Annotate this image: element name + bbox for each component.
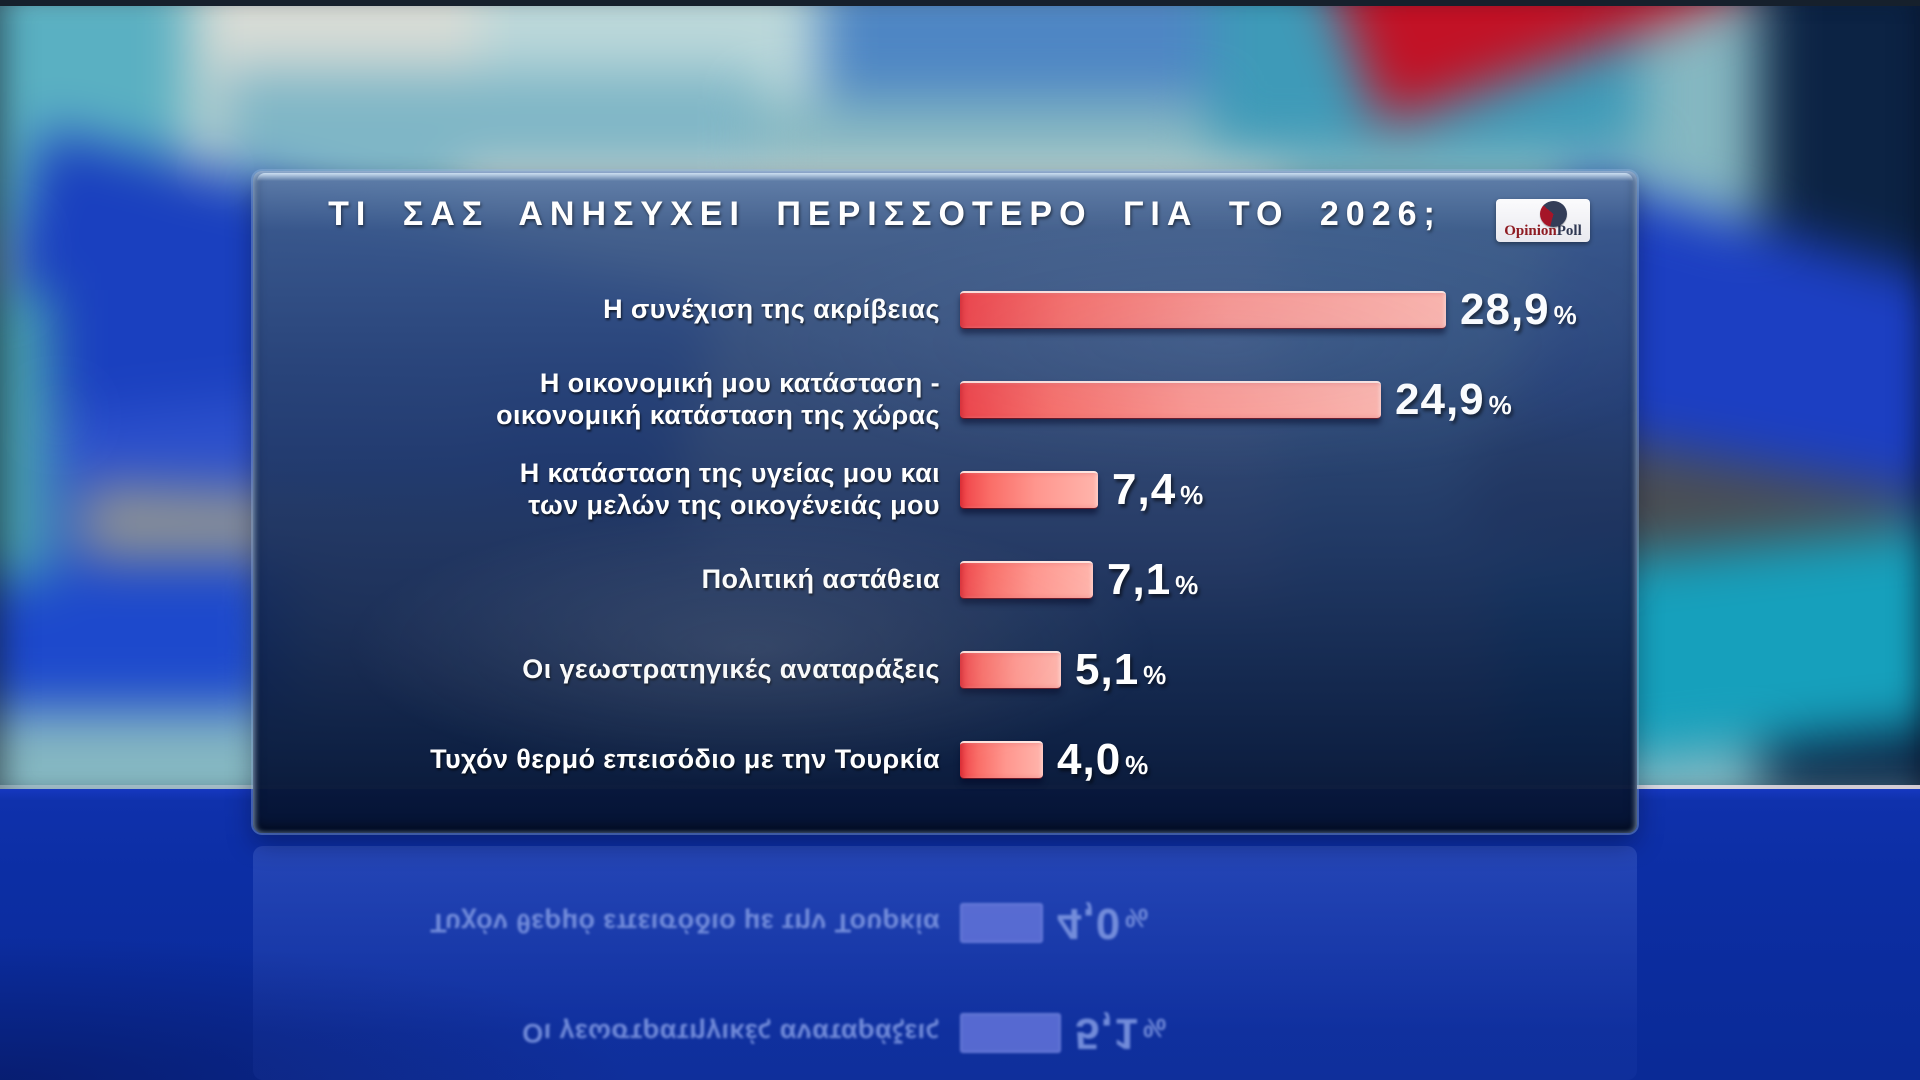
poll-value: 28,9% bbox=[1460, 285, 1577, 335]
poll-value: 5,1% bbox=[1075, 1008, 1166, 1058]
poll-row-label: Η κατάσταση της υγείας μου και των μελών… bbox=[519, 458, 940, 520]
poll-bar bbox=[960, 1013, 1061, 1053]
poll-value-number: 5,1 bbox=[1075, 1009, 1140, 1058]
poll-value-number: 7,1 bbox=[1107, 555, 1172, 604]
poll-row: Η συνέχιση της ακρίβειας 28,9% bbox=[271, 265, 1619, 355]
poll-row-label: Πολιτική αστάθεια bbox=[701, 564, 940, 595]
poll-row-label: Οι γεωστρατηγικές αναταράξεις bbox=[522, 654, 940, 685]
poll-value: 7,1% bbox=[1107, 555, 1198, 605]
poll-bar bbox=[960, 741, 1043, 779]
poll-value-number: 5,1 bbox=[1075, 645, 1140, 694]
poll-rows: Η συνέχιση της ακρίβειας 28,9% Η οικονομικ… bbox=[271, 265, 1619, 805]
poll-row-label: Τυχόν θερμό επεισόδιο με την Τουρκία bbox=[430, 744, 940, 775]
poll-bar bbox=[960, 381, 1381, 419]
poll-row-label: Τυχόν θερμό επεισόδιο με την Τουρκία bbox=[430, 908, 940, 939]
poll-row: Τυχόν θερμό επεισόδιο με την Τουρκία 4,0% bbox=[271, 715, 1619, 805]
pie-chart-icon bbox=[1540, 201, 1567, 227]
poll-row-label: Η οικονομική μου κατάσταση - οικονομική … bbox=[496, 368, 940, 430]
percent-sign: % bbox=[1553, 300, 1577, 330]
percent-sign: % bbox=[1125, 750, 1149, 780]
poll-bar bbox=[960, 651, 1061, 689]
poll-bar bbox=[960, 291, 1446, 329]
poll-value: 7,4% bbox=[1112, 465, 1203, 515]
panel-reflection: Τυχόν θερμό επεισόδιο με την Τουρκία 4,0%… bbox=[253, 846, 1637, 1080]
poll-panel: ΤΙ ΣΑΣ ΑΝΗΣΥΧΕΙ ΠΕΡΙΣΣΟΤΕΡΟ ΓΙΑ ΤΟ 2026;… bbox=[253, 171, 1637, 833]
logo-text-poll: Poll bbox=[1556, 223, 1582, 239]
reflected-poll-row: Οι γεωστρατηγικές αναταράξεις 5,1% bbox=[271, 988, 1619, 1078]
poll-bar bbox=[960, 471, 1098, 509]
top-edge-strip bbox=[0, 0, 1920, 6]
percent-sign: % bbox=[1175, 570, 1199, 600]
poll-row: Η οικονομική μου κατάσταση - οικονομική … bbox=[271, 355, 1619, 445]
reflected-poll-row: Τυχόν θερμό επεισόδιο με την Τουρκία 4,0% bbox=[271, 878, 1619, 968]
logo-wordmark: OpinionPoll bbox=[1504, 224, 1582, 239]
poll-row: Οι γεωστρατηγικές αναταράξεις 5,1% bbox=[271, 625, 1619, 715]
percent-sign: % bbox=[1125, 903, 1149, 933]
poll-value-number: 24,9 bbox=[1395, 375, 1485, 424]
poll-value: 5,1% bbox=[1075, 645, 1166, 695]
opinionpoll-logo: OpinionPoll bbox=[1496, 199, 1590, 242]
poll-value-number: 28,9 bbox=[1460, 285, 1550, 334]
percent-sign: % bbox=[1180, 480, 1204, 510]
percent-sign: % bbox=[1143, 1013, 1167, 1043]
logo-text-opinion: Opinion bbox=[1504, 223, 1557, 239]
poll-value-number: 4,0 bbox=[1057, 899, 1122, 948]
poll-value-number: 4,0 bbox=[1057, 735, 1122, 784]
poll-row-label: Οι γεωστρατηγικές αναταράξεις bbox=[522, 1018, 940, 1049]
poll-row: Η κατάσταση της υγείας μου και των μελών… bbox=[271, 445, 1619, 535]
poll-value: 24,9% bbox=[1395, 375, 1512, 425]
poll-bar bbox=[960, 903, 1043, 943]
poll-value-number: 7,4 bbox=[1112, 465, 1177, 514]
percent-sign: % bbox=[1488, 390, 1512, 420]
poll-value: 4,0% bbox=[1057, 735, 1148, 785]
poll-bar bbox=[960, 561, 1093, 599]
poll-title: ΤΙ ΣΑΣ ΑΝΗΣΥΧΕΙ ΠΕΡΙΣΣΟΤΕΡΟ ΓΙΑ ΤΟ 2026; bbox=[328, 195, 1442, 233]
poll-row: Πολιτική αστάθεια 7,1% bbox=[271, 535, 1619, 625]
poll-row-label: Η συνέχιση της ακρίβειας bbox=[603, 294, 940, 325]
poll-value: 4,0% bbox=[1057, 898, 1148, 948]
percent-sign: % bbox=[1143, 660, 1167, 690]
